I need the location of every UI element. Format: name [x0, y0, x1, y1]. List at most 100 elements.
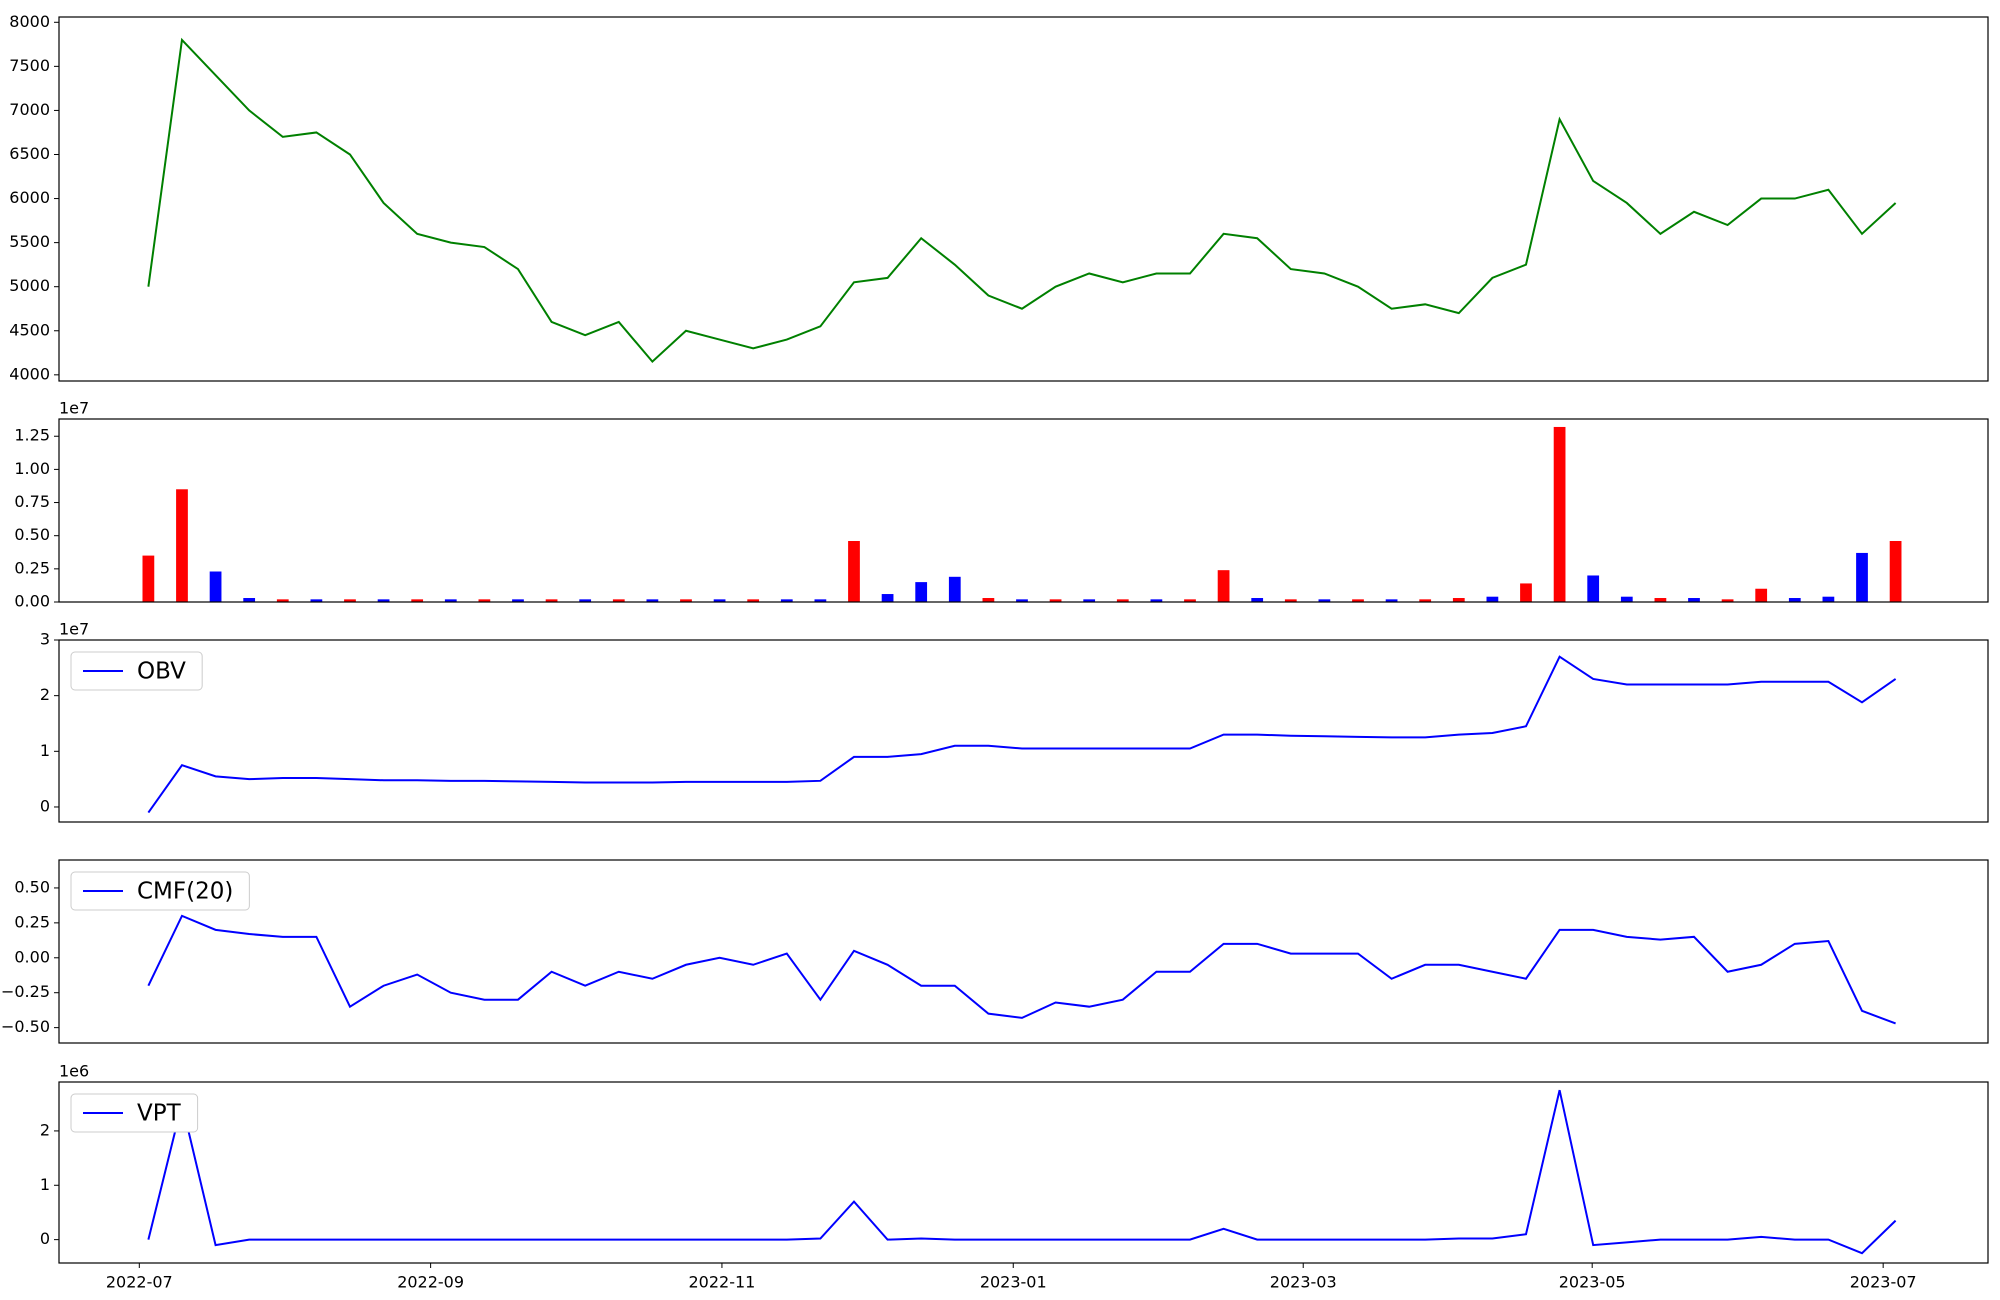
bar — [848, 541, 860, 602]
axes-frame — [58, 418, 1989, 603]
x-tick-label: 2023-07 — [1850, 1273, 1917, 1292]
axes-frame — [58, 16, 1989, 382]
y-tick-label: 1.00 — [14, 459, 50, 478]
legend-text: VPT — [137, 1101, 182, 1127]
y-tick-label: 1 — [40, 1175, 50, 1194]
bar — [982, 598, 995, 602]
bar — [310, 599, 323, 602]
bar — [1251, 598, 1264, 602]
y-tick-label: 1 — [40, 741, 50, 760]
bar — [1755, 588, 1768, 602]
bar — [680, 599, 692, 602]
bar — [1284, 599, 1297, 602]
y-tick-label: 5000 — [9, 276, 50, 295]
bar — [1486, 596, 1499, 602]
y-tick-label: 6500 — [9, 144, 50, 163]
bar — [747, 599, 760, 602]
y-tick-label: 7000 — [9, 100, 50, 119]
bar — [1822, 596, 1835, 602]
legend-box — [70, 1093, 199, 1133]
bar — [344, 599, 356, 602]
bar — [1587, 575, 1600, 602]
bar — [1083, 599, 1096, 602]
line — [147, 914, 1896, 1025]
bar — [377, 599, 390, 602]
x-tick-label: 2023-01 — [980, 1273, 1047, 1292]
bar — [243, 598, 256, 602]
bar — [780, 599, 793, 602]
y-tick-label: −0.25 — [1, 982, 50, 1001]
bar — [209, 571, 222, 602]
legend-text: CMF(20) — [137, 879, 233, 905]
bar — [1217, 570, 1230, 602]
x-tick-label: 2023-05 — [1559, 1273, 1626, 1292]
bar — [545, 599, 558, 602]
y-tick-label: 0.00 — [14, 592, 50, 611]
axes-frame — [58, 639, 1989, 823]
bar — [1116, 599, 1129, 602]
bar — [512, 599, 524, 602]
y-tick-label: 4500 — [9, 320, 50, 339]
bar — [1654, 598, 1667, 602]
y-tick-label: 0.50 — [14, 525, 50, 544]
bar — [1385, 599, 1398, 602]
offset-label: 1e6 — [59, 1062, 89, 1081]
y-tick-label: 8000 — [9, 12, 50, 31]
y-tick-label: 1.25 — [14, 426, 50, 445]
axes-frame — [58, 859, 1989, 1044]
y-tick-label: 2 — [40, 685, 50, 704]
y-tick-label: −0.50 — [1, 1017, 50, 1036]
bar — [713, 599, 726, 602]
bar — [1620, 596, 1633, 602]
y-tick-label: 2 — [40, 1120, 50, 1139]
y-tick-label: 0.50 — [14, 877, 50, 896]
y-tick-label: 5500 — [9, 232, 50, 251]
offset-label: 1e7 — [59, 399, 89, 418]
x-tick-label: 2023-03 — [1270, 1273, 1337, 1292]
y-tick-label: 0.00 — [14, 947, 50, 966]
legend-text: OBV — [137, 659, 186, 685]
bar — [915, 582, 928, 602]
bar — [411, 599, 424, 602]
y-tick-label: 0.75 — [14, 492, 50, 511]
bar — [1452, 598, 1465, 602]
line — [147, 37, 1897, 364]
y-tick-label: 3 — [40, 630, 50, 649]
bar — [444, 599, 457, 602]
bar — [1419, 599, 1432, 602]
bar — [1184, 599, 1196, 602]
bar — [1016, 599, 1028, 602]
x-tick-label: 2022-07 — [106, 1273, 173, 1292]
bar — [612, 599, 625, 602]
bar — [276, 599, 289, 602]
bar — [1520, 583, 1532, 602]
offset-label: 1e7 — [59, 620, 89, 639]
y-tick-label: 4000 — [9, 364, 50, 383]
bar — [579, 599, 592, 602]
bar — [478, 599, 491, 602]
bar — [1788, 598, 1801, 602]
bar — [814, 599, 827, 602]
bar — [1318, 599, 1331, 602]
x-tick-label: 2022-09 — [397, 1273, 464, 1292]
y-tick-label: 6000 — [9, 188, 50, 207]
bar — [142, 555, 155, 602]
bar — [1553, 426, 1566, 602]
bar — [1889, 541, 1902, 602]
x-tick-label: 2022-11 — [689, 1273, 756, 1292]
bar — [948, 576, 961, 602]
y-tick-label: 7500 — [9, 56, 50, 75]
y-tick-label: 0 — [40, 1229, 50, 1248]
line — [147, 1089, 1897, 1255]
bar — [1721, 599, 1734, 602]
axes-frame — [58, 1081, 1989, 1264]
y-tick-label: 0.25 — [14, 558, 50, 577]
bar — [646, 599, 659, 602]
legend-box — [70, 871, 250, 911]
bar — [1352, 599, 1364, 602]
bar — [176, 489, 188, 602]
line — [147, 655, 1897, 814]
bar — [1856, 552, 1868, 602]
y-tick-label: 0 — [40, 796, 50, 815]
